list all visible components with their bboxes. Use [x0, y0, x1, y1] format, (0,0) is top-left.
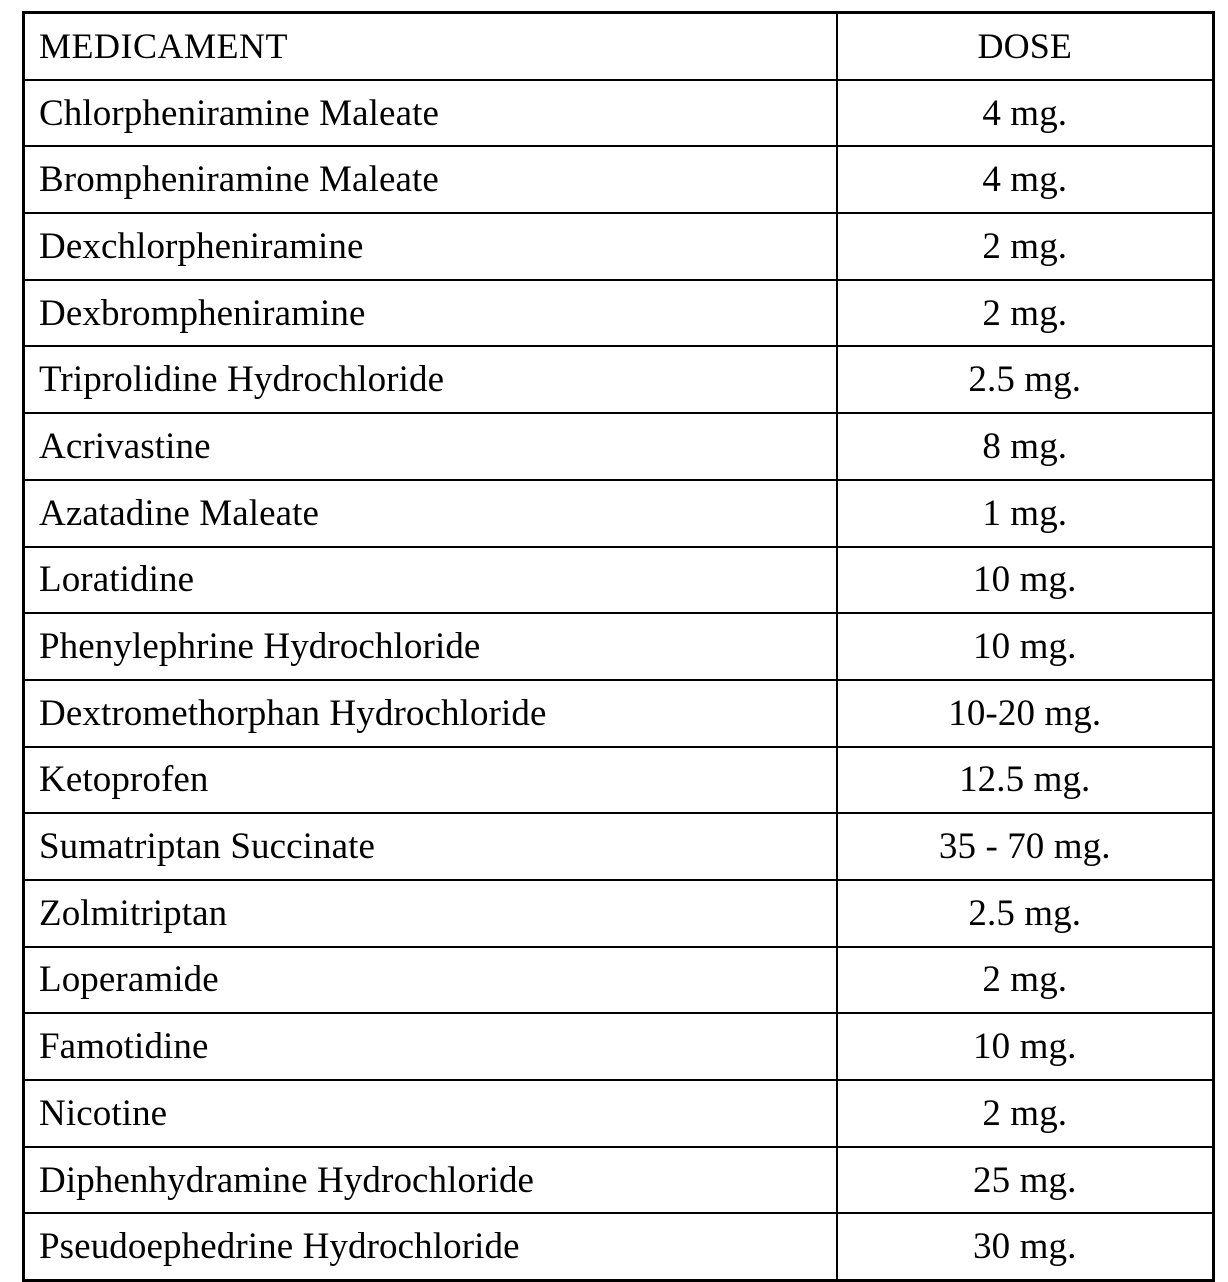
cell-medicament: Dexbrompheniramine [22, 278, 838, 348]
table-row: Pseudoephedrine Hydrochloride 30 mg. [22, 1212, 1215, 1282]
table-row: Acrivastine 8 mg. [22, 412, 1215, 481]
table-header: MEDICAMENT DOSE [22, 11, 1215, 81]
table-row: Triprolidine Hydrochloride 2.5 mg. [22, 345, 1215, 415]
cell-dose: 2.5 mg. [835, 345, 1215, 415]
table-row: Brompheniramine Maleate 4 mg. [22, 145, 1215, 215]
cell-medicament: Brompheniramine Maleate [22, 145, 838, 215]
medicament-dose-table: MEDICAMENT DOSE Chlorpheniramine Maleate… [22, 11, 1215, 1282]
cell-dose: 2 mg. [835, 278, 1215, 348]
column-header-medicament: MEDICAMENT [22, 11, 838, 81]
cell-medicament: Ketoprofen [22, 745, 838, 815]
table-container: MEDICAMENT DOSE Chlorpheniramine Maleate… [22, 11, 1215, 1282]
table-row: Diphenhydramine Hydrochloride 25 mg. [22, 1145, 1215, 1215]
table-row: Sumatriptan Succinate 35 - 70 mg. [22, 812, 1215, 881]
cell-dose: 10 mg. [835, 612, 1215, 681]
cell-dose: 10 mg. [835, 545, 1215, 615]
cell-dose: 10 mg. [835, 1012, 1215, 1081]
cell-medicament: Chlorpheniramine Maleate [22, 78, 838, 148]
cell-medicament: Dexchlorpheniramine [22, 212, 838, 281]
table-row: Famotidine 10 mg. [22, 1012, 1215, 1081]
table-row: Ketoprofen 12.5 mg. [22, 745, 1215, 815]
cell-medicament: Azatadine Maleate [22, 478, 838, 548]
table-row: Loperamide 2 mg. [22, 945, 1215, 1015]
table-row: Phenylephrine Hydrochloride 10 mg. [22, 612, 1215, 681]
cell-dose: 12.5 mg. [835, 745, 1215, 815]
table-row: Loratidine 10 mg. [22, 545, 1215, 615]
cell-dose: 4 mg. [835, 145, 1215, 215]
cell-medicament: Dextromethorphan Hydrochloride [22, 678, 838, 748]
table-body: Chlorpheniramine Maleate 4 mg. Bromphenira… [22, 78, 1215, 1282]
cell-dose: 35 - 70 mg. [835, 812, 1215, 881]
header-row: MEDICAMENT DOSE [22, 11, 1215, 81]
table-row: Dexbrompheniramine 2 mg. [22, 278, 1215, 348]
cell-dose: 30 mg. [835, 1212, 1215, 1282]
cell-medicament: Triprolidine Hydrochloride [22, 345, 838, 415]
table-row: Azatadine Maleate 1 mg. [22, 478, 1215, 548]
cell-dose: 10-20 mg. [835, 678, 1215, 748]
cell-medicament: Nicotine [22, 1079, 838, 1148]
cell-medicament: Acrivastine [22, 412, 838, 481]
table-row: Dextromethorphan Hydrochloride 10-20 mg. [22, 678, 1215, 748]
cell-medicament: Pseudoephedrine Hydrochloride [22, 1212, 838, 1282]
document-page: MEDICAMENT DOSE Chlorpheniramine Maleate… [22, 11, 1215, 1282]
column-header-dose: DOSE [835, 11, 1215, 81]
cell-medicament: Zolmitriptan [22, 878, 838, 948]
cell-dose: 2 mg. [835, 1079, 1215, 1148]
cell-dose: 2 mg. [835, 212, 1215, 281]
cell-medicament: Famotidine [22, 1012, 838, 1081]
cell-medicament: Loperamide [22, 945, 838, 1015]
cell-medicament: Sumatriptan Succinate [22, 812, 838, 881]
cell-dose: 2 mg. [835, 945, 1215, 1015]
cell-dose: 1 mg. [835, 478, 1215, 548]
cell-dose: 2.5 mg. [835, 878, 1215, 948]
table-row: Zolmitriptan 2.5 mg. [22, 878, 1215, 948]
cell-dose: 25 mg. [835, 1145, 1215, 1215]
cell-dose: 4 mg. [835, 78, 1215, 148]
table-row: Nicotine 2 mg. [22, 1079, 1215, 1148]
cell-medicament: Loratidine [22, 545, 838, 615]
table-row: Dexchlorpheniramine 2 mg. [22, 212, 1215, 281]
cell-medicament: Diphenhydramine Hydrochloride [22, 1145, 838, 1215]
table-row: Chlorpheniramine Maleate 4 mg. [22, 78, 1215, 148]
cell-medicament: Phenylephrine Hydrochloride [22, 612, 838, 681]
cell-dose: 8 mg. [835, 412, 1215, 481]
